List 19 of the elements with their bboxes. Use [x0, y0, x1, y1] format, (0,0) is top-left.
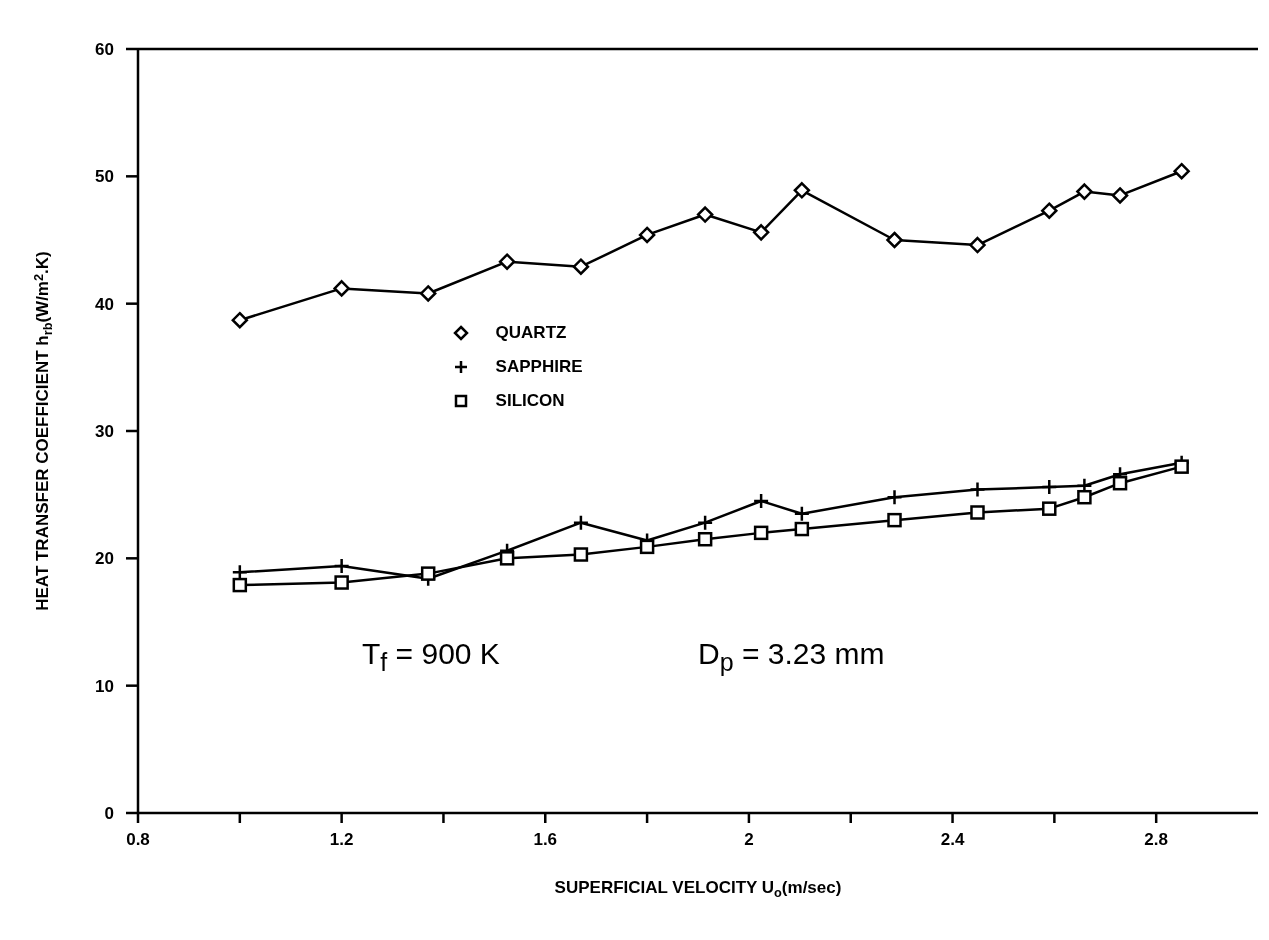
annotation: D$_{p}$ = 3.23 mm [698, 637, 885, 678]
y-tick-label: 20 [95, 549, 114, 569]
x-axis-title: SUPERFICIAL VELOCITY U$_{o}$(m/sec) [554, 878, 842, 900]
x-tick-label: 1.2 [329, 830, 354, 850]
y-tick-label: 60 [95, 40, 114, 60]
y-tick-label: 10 [95, 676, 114, 696]
x-tick-label: 2.8 [1144, 830, 1168, 850]
x-tick-label: 2.4 [940, 830, 965, 850]
legend-label: SILICON [495, 391, 565, 412]
x-tick-label: 1.6 [533, 830, 558, 850]
x-tick-label: 0.8 [126, 830, 150, 850]
x-tick-label: 2 [744, 830, 754, 850]
y-tick-label: 40 [95, 294, 114, 314]
annotation: T$_{f}$ = 900 K [362, 637, 500, 678]
y-tick-label: 0 [104, 804, 114, 824]
y-tick-label: 30 [95, 422, 114, 442]
y-tick-label: 50 [95, 167, 114, 187]
legend-label: SAPPHIRE [495, 357, 583, 378]
legend-label: QUARTZ [495, 323, 567, 344]
